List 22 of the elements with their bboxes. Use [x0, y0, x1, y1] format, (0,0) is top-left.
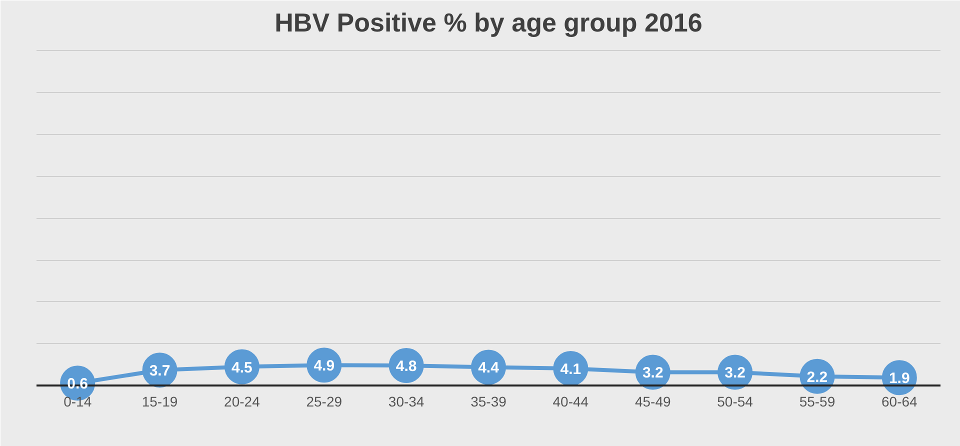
x-tick-label: 30-34 [388, 394, 424, 410]
x-tick-label: 0-14 [64, 394, 92, 410]
data-label: 4.1 [560, 360, 582, 378]
data-label: 3.2 [724, 364, 746, 382]
x-tick-label: 55-59 [799, 394, 836, 410]
data-label: 4.9 [314, 358, 335, 375]
data-label: 2.2 [806, 368, 828, 386]
data-label: 1.9 [888, 370, 910, 388]
chart-title: HBV Positive % by age group 2016 [274, 8, 702, 38]
data-label: 4.4 [478, 360, 500, 377]
x-tick-label: 60-64 [882, 394, 918, 410]
x-tick-label: 15-19 [142, 394, 178, 410]
data-label: 4.5 [232, 359, 252, 376]
x-tick-label: 25-29 [306, 394, 342, 410]
x-tick-label: 20-24 [224, 394, 260, 410]
x-tick-label: 45-49 [634, 394, 671, 410]
data-label: 4.8 [396, 358, 417, 376]
data-label: 3.7 [149, 362, 170, 380]
x-tick-label: 50-54 [717, 394, 754, 410]
x-tick-label: 35-39 [470, 394, 507, 410]
x-tick-label: 40-44 [552, 394, 589, 410]
data-label: 3.2 [642, 364, 664, 382]
